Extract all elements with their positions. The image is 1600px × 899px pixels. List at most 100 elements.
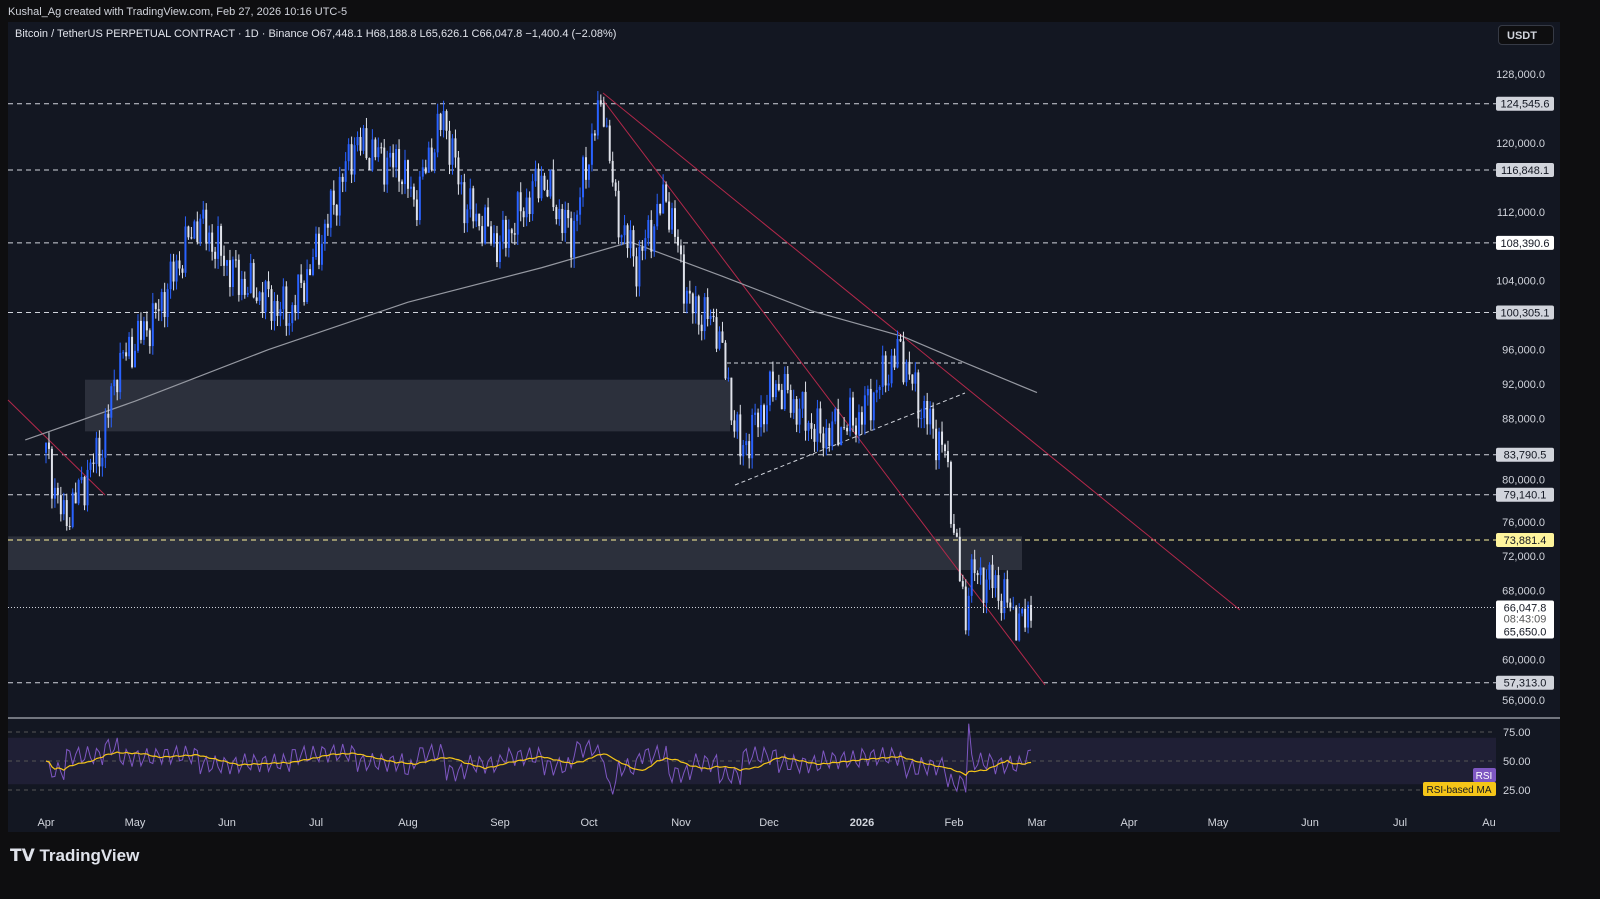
candle-body [122,352,125,354]
candle-body [136,320,139,351]
candle-body [243,278,246,295]
candle-body [537,168,540,199]
level-label-box [1496,163,1554,178]
candle-body [644,238,647,251]
x-tick-label: Nov [671,817,691,829]
candle-body [961,581,964,587]
candle-body [92,462,95,464]
candle-body [552,169,555,208]
rsi-ma-tag-box [1423,782,1496,796]
candle-body [276,301,279,316]
candle-body [353,145,356,175]
candle-body [837,409,840,446]
candle-body [184,226,187,273]
candle-body [172,261,175,282]
rsi-tag: RSI [1476,771,1493,782]
candle-body [175,260,178,282]
candle-body [131,336,134,368]
candle-body [329,190,332,228]
candle-body [656,204,659,227]
candle-body [611,160,614,183]
candle-body [665,184,668,202]
candle-body [383,147,386,185]
candle-body [944,444,947,452]
candle-body [813,428,816,442]
candle-body [401,181,404,185]
candle-body [163,292,166,318]
x-tick-label: Feb [945,817,964,829]
candle-body [356,136,359,146]
trendline [602,92,1241,611]
candle-body [291,305,294,324]
candle-body [946,451,949,463]
trendline [7,399,106,496]
candle-body [148,330,151,347]
candle-body [979,567,982,576]
candle-body [45,442,47,453]
candle-body [231,259,234,288]
candle-body [662,184,665,214]
candle-body [359,136,362,151]
candle-body [507,229,510,248]
last-price: 66,047.8 [1504,602,1547,614]
candle-body [715,317,718,349]
candle-body [593,133,596,136]
candle-body [469,188,472,210]
candle-body [997,575,1000,601]
rsi-ma-tag: RSI-based MA [1426,785,1491,796]
x-tick-label: 2026 [850,817,874,829]
candle-body [457,157,460,185]
candle-body [780,389,783,410]
candle-body [323,223,326,244]
candle-body [623,225,626,236]
x-tick-label: Apr [1120,817,1137,829]
candle-body [849,397,852,432]
candle-body [306,269,309,303]
level-label: 79,140.1 [1504,490,1547,502]
x-tick-label: Jun [1301,817,1319,829]
currency-selector[interactable]: USDT [1498,25,1554,45]
candle-body [605,125,608,127]
candle-body [169,261,172,290]
rsi-tick-label: 25.00 [1503,785,1531,797]
candle-body [798,408,801,425]
candle-body [694,296,697,314]
candle-body [712,315,715,318]
candle-body [700,324,703,332]
candle-body [151,303,154,347]
candle-body [47,442,50,449]
candle-body [107,413,110,418]
candle-body [795,399,798,425]
candle-body [145,321,148,331]
candle-body [854,425,857,435]
candle-body [157,309,160,311]
candle-body [555,207,558,220]
candle-body [834,409,837,422]
candle-body [771,371,774,398]
y-tick-label: 68,000.0 [1502,586,1545,598]
candle-body [196,221,199,243]
candle-body [709,315,712,319]
candle-body [920,418,923,420]
candle-body [80,476,83,481]
candle-body [786,373,789,391]
candle-body [671,208,674,230]
candle-body [679,245,682,255]
level-label-box [1496,235,1554,250]
candle-body [659,204,662,214]
candle-body [421,167,424,177]
candle-body [878,386,881,391]
candle-body [181,268,184,273]
candle-body [386,157,389,185]
candle-body [1027,605,1030,628]
candle-body [881,355,884,387]
candle-body [326,223,329,228]
candle-body [860,412,863,425]
candle-body [822,433,825,449]
x-tick-label: Jul [309,817,323,829]
candle-body [288,323,291,326]
y-tick-label: 128,000.0 [1496,69,1545,81]
candle-body [828,427,831,446]
candle-body [1015,606,1018,641]
